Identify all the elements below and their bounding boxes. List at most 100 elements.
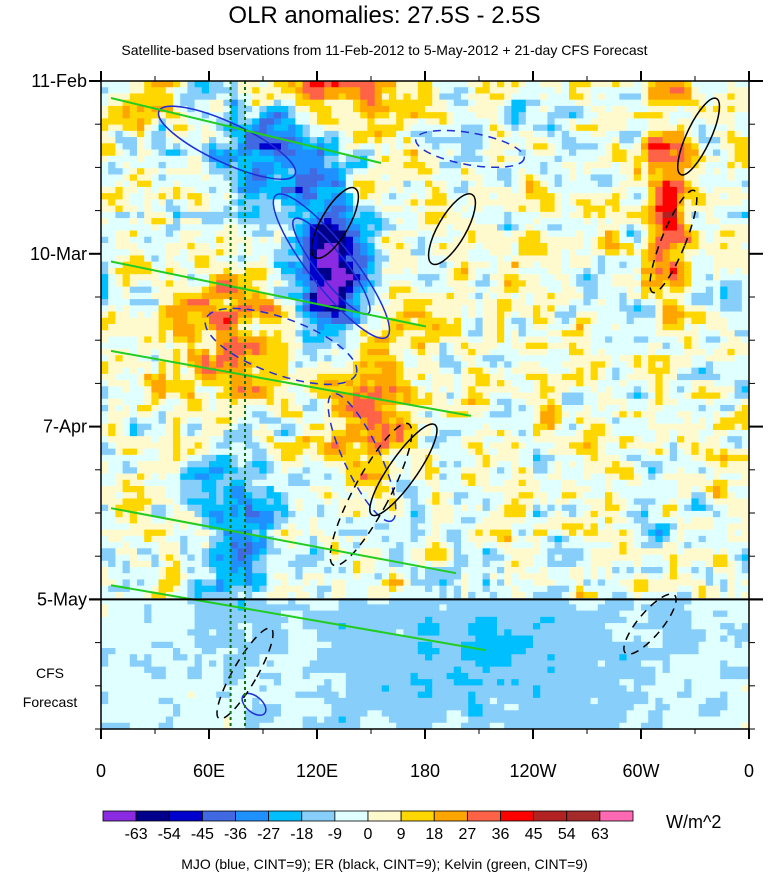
olr-cell xyxy=(547,186,556,194)
olr-cell xyxy=(561,112,570,119)
olr-cell xyxy=(720,417,728,425)
olr-cell xyxy=(237,168,246,176)
olr-cell xyxy=(158,330,167,338)
olr-cell xyxy=(489,118,498,126)
olr-cell xyxy=(309,149,318,157)
olr-cell xyxy=(237,292,246,300)
olr-cell xyxy=(662,267,671,275)
olr-cell xyxy=(317,193,325,200)
olr-cell xyxy=(338,355,347,362)
olr-cell xyxy=(641,405,649,412)
olr-cell xyxy=(648,373,656,381)
olr-cell xyxy=(403,137,412,144)
olr-cell xyxy=(648,143,656,151)
olr-cell xyxy=(403,280,412,288)
olr-cell xyxy=(705,299,714,306)
olr-cell xyxy=(389,137,397,144)
olr-cell xyxy=(317,87,325,95)
olr-cell xyxy=(317,199,325,207)
olr-cell xyxy=(727,311,736,319)
olr-cell xyxy=(122,87,131,95)
olr-cell xyxy=(259,348,268,356)
olr-cell xyxy=(389,267,397,275)
olr-cell xyxy=(302,205,311,213)
olr-cell xyxy=(173,118,181,126)
olr-cell xyxy=(741,124,749,132)
olr-cell xyxy=(590,193,599,200)
olr-cell xyxy=(576,224,584,232)
olr-cell xyxy=(396,336,404,344)
olr-cell xyxy=(101,286,109,294)
olr-cell xyxy=(302,243,311,250)
olr-cell xyxy=(216,330,224,338)
olr-cell xyxy=(223,299,232,306)
olr-cell xyxy=(705,112,714,119)
olr-cell xyxy=(453,373,462,381)
olr-cell xyxy=(576,99,584,107)
olr-cell xyxy=(547,324,556,331)
olr-cell xyxy=(216,205,224,213)
olr-cell xyxy=(331,230,340,238)
olr-cell xyxy=(101,299,109,306)
olr-cell xyxy=(223,155,232,163)
olr-cell xyxy=(317,336,325,344)
olr-cell xyxy=(158,373,167,381)
olr-cell xyxy=(230,280,239,288)
olr-cell xyxy=(309,93,318,101)
olr-cell xyxy=(626,186,635,194)
olr-cell xyxy=(453,149,462,157)
olr-cell xyxy=(165,93,174,101)
olr-cell xyxy=(129,199,138,207)
olr-cell xyxy=(453,174,462,182)
olr-cell xyxy=(245,162,253,169)
olr-cell xyxy=(511,155,520,163)
olr-cell xyxy=(194,174,203,182)
olr-cell xyxy=(720,137,728,144)
olr-cell xyxy=(734,99,743,107)
olr-cell xyxy=(302,174,311,182)
olr-cell xyxy=(360,398,368,406)
olr-cell xyxy=(122,149,131,157)
olr-cell xyxy=(727,118,736,126)
olr-cell xyxy=(734,112,743,119)
olr-cell xyxy=(583,211,592,219)
olr-cell xyxy=(605,305,613,313)
olr-cell xyxy=(497,174,505,182)
olr-cell xyxy=(237,355,246,362)
olr-cell xyxy=(389,118,397,126)
olr-cell xyxy=(518,137,527,144)
olr-cell xyxy=(266,392,275,400)
olr-cell xyxy=(115,280,124,288)
olr-cell xyxy=(101,267,109,275)
olr-cell xyxy=(396,112,404,119)
olr-cell xyxy=(288,311,296,319)
olr-cell xyxy=(216,348,224,356)
olr-cell xyxy=(561,380,570,387)
olr-cell xyxy=(281,180,289,188)
olr-cell xyxy=(158,261,167,269)
olr-cell xyxy=(684,373,692,381)
olr-cell xyxy=(713,137,721,144)
olr-cell xyxy=(698,168,707,176)
olr-cell xyxy=(698,130,707,138)
olr-cell xyxy=(597,230,606,238)
olr-cell xyxy=(389,380,397,387)
olr-cell xyxy=(381,243,390,250)
olr-cell xyxy=(554,180,563,188)
olr-cell xyxy=(583,230,592,238)
olr-cell xyxy=(597,236,606,244)
olr-cell xyxy=(655,130,664,138)
olr-cell xyxy=(295,243,304,250)
olr-cell xyxy=(151,311,160,319)
olr-cell xyxy=(655,392,664,400)
olr-cell xyxy=(561,155,570,163)
olr-cell xyxy=(410,149,419,157)
olr-cell xyxy=(691,280,700,288)
olr-cell xyxy=(569,267,577,275)
olr-cell xyxy=(259,93,268,101)
olr-cell xyxy=(295,292,304,300)
olr-cell xyxy=(648,317,656,325)
olr-cell xyxy=(129,249,138,257)
olr-cell xyxy=(158,417,167,425)
olr-cell xyxy=(576,211,584,219)
